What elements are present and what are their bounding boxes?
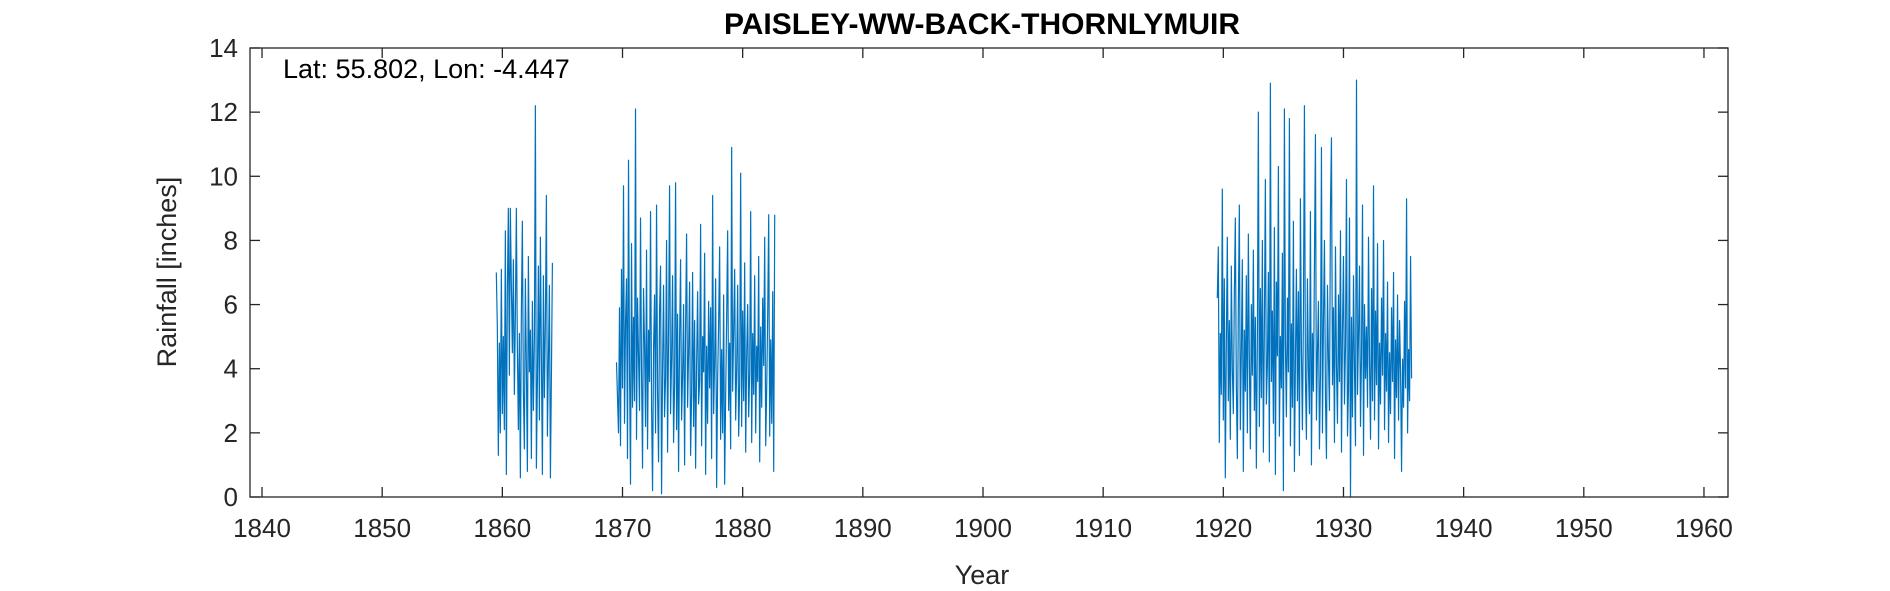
axes-box bbox=[249, 47, 1729, 498]
x-tick-label: 1960 bbox=[1675, 513, 1733, 543]
y-axis: 0 2 4 6 8 10 12 14 bbox=[209, 33, 1728, 512]
y-tick-label: 14 bbox=[209, 33, 238, 63]
x-tick-label: 1850 bbox=[353, 513, 411, 543]
chart-title: PAISLEY-WW-BACK-THORNLYMUIR bbox=[724, 8, 1240, 41]
x-axis: 1840 1850 1860 1870 1880 1890 1900 1910 1920 1930… bbox=[233, 48, 1733, 543]
plot-area bbox=[250, 48, 1728, 497]
x-tick-label: 1910 bbox=[1074, 513, 1132, 543]
x-tick-label: 1900 bbox=[954, 513, 1012, 543]
series-layer bbox=[495, 79, 1413, 498]
x-tick-label: 1880 bbox=[714, 513, 772, 543]
x-tick-label: 1940 bbox=[1435, 513, 1493, 543]
y-tick-label: 12 bbox=[209, 97, 238, 127]
y-tick-label: 10 bbox=[209, 161, 238, 191]
location-annotation: Lat: 55.802, Lon: -4.447 bbox=[283, 54, 570, 84]
x-axis-label: Year bbox=[955, 560, 1010, 590]
x-tick-label: 1920 bbox=[1194, 513, 1252, 543]
x-tick-label: 1890 bbox=[834, 513, 892, 543]
x-tick-label: 1860 bbox=[473, 513, 531, 543]
y-axis-label: Rainfall [inches] bbox=[152, 177, 182, 368]
x-tick-label: 1950 bbox=[1555, 513, 1613, 543]
rainfall-series-line bbox=[1216, 79, 1413, 498]
y-tick-label: 4 bbox=[224, 354, 238, 384]
x-tick-label: 1930 bbox=[1315, 513, 1373, 543]
y-tick-label: 8 bbox=[224, 225, 238, 255]
x-tick-label: 1870 bbox=[594, 513, 652, 543]
rainfall-series-line bbox=[495, 105, 554, 479]
y-tick-label: 2 bbox=[224, 418, 238, 448]
y-tick-label: 0 bbox=[224, 482, 238, 512]
y-tick-label: 6 bbox=[224, 290, 238, 320]
rainfall-series-line bbox=[615, 108, 776, 495]
x-tick-label: 1840 bbox=[233, 513, 291, 543]
